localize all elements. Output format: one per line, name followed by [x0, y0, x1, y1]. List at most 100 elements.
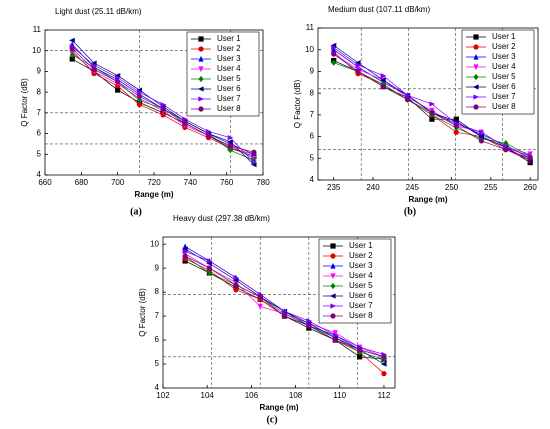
y-tick-label: 9 [155, 263, 160, 272]
legend-label: User 4 [217, 64, 241, 73]
x-tick-label: 108 [289, 391, 303, 400]
legend-box [318, 238, 392, 324]
y-tick-label: 10 [305, 45, 314, 54]
marker [331, 59, 337, 66]
legend-label: User 2 [349, 251, 373, 260]
y-tick-label: 11 [306, 23, 315, 32]
y-tick-label: 5 [310, 153, 315, 162]
marker [355, 68, 361, 75]
marker [205, 133, 212, 139]
marker [206, 265, 212, 271]
marker [181, 246, 188, 252]
x-tick-label: 110 [333, 391, 346, 400]
x-tick-label: 112 [378, 391, 391, 400]
marker [182, 120, 188, 126]
legend-label: User 5 [217, 74, 241, 83]
x-tick-label: 240 [366, 183, 380, 192]
marker [478, 129, 485, 135]
marker [233, 282, 239, 288]
marker [233, 275, 240, 281]
marker [331, 46, 337, 53]
legend-label: User 7 [349, 301, 373, 310]
y-tick-label: 9 [310, 67, 315, 76]
plot-frame [162, 236, 396, 389]
chart-title: Heavy dust (297.38 dB/km) [173, 214, 270, 223]
marker [473, 64, 479, 71]
marker [69, 51, 75, 58]
legend-box [186, 31, 260, 117]
marker [330, 282, 336, 290]
legend-label: User 6 [349, 291, 373, 300]
x-tick-label: 235 [327, 183, 341, 192]
marker [473, 53, 479, 60]
marker [453, 123, 459, 129]
marker [306, 323, 312, 329]
y-tick-label: 6 [310, 132, 315, 141]
legend-label: User 3 [217, 54, 241, 63]
marker [473, 94, 480, 100]
marker [332, 332, 339, 338]
y-tick-label: 11 [33, 25, 42, 34]
y-tick-label: 9 [37, 67, 42, 76]
marker [227, 139, 233, 145]
marker [503, 139, 509, 147]
marker [160, 101, 167, 108]
marker [357, 354, 363, 360]
marker [227, 143, 233, 149]
marker [182, 116, 188, 122]
legend-label: User 1 [217, 34, 241, 43]
marker [233, 287, 239, 293]
marker [198, 106, 204, 112]
marker [227, 135, 234, 141]
legend-label: User 8 [349, 311, 373, 320]
y-tick-label: 10 [150, 239, 159, 248]
legend-label: User 5 [349, 281, 373, 290]
marker [257, 303, 263, 310]
marker [380, 84, 386, 90]
legend-box [461, 29, 535, 115]
marker [478, 138, 485, 144]
panel-label: (c) [266, 414, 277, 425]
y-tick-label: 4 [310, 175, 315, 184]
marker [198, 75, 204, 83]
marker [404, 92, 411, 98]
x-axis-label: Range (m) [134, 190, 173, 199]
y-axis-label: Q Factor (dB) [138, 288, 147, 337]
marker [69, 56, 75, 62]
legend-label: User 2 [492, 42, 516, 51]
marker [281, 308, 288, 314]
marker [306, 318, 312, 324]
marker [429, 101, 436, 107]
marker [136, 89, 143, 95]
marker [331, 44, 337, 51]
marker [473, 104, 479, 110]
x-tick-label: 680 [75, 178, 89, 187]
marker [332, 330, 338, 336]
marker [478, 133, 485, 140]
marker [357, 347, 363, 353]
marker [281, 313, 288, 319]
legend-label: User 7 [492, 92, 516, 101]
marker [503, 147, 509, 153]
marker [91, 66, 97, 72]
marker [136, 101, 143, 108]
marker [69, 37, 75, 43]
x-tick-label: 255 [484, 183, 498, 192]
marker [257, 294, 263, 300]
x-tick-label: 780 [256, 178, 270, 187]
marker [355, 62, 362, 68]
marker [380, 361, 387, 367]
marker [473, 73, 479, 81]
legend-label: User 6 [217, 84, 241, 93]
legend-label: User 8 [217, 104, 241, 113]
marker [251, 149, 257, 155]
marker [198, 36, 204, 42]
marker [330, 253, 336, 259]
marker [453, 116, 459, 122]
marker [136, 97, 143, 104]
marker [429, 110, 435, 116]
y-tick-label: 7 [155, 311, 160, 320]
marker [91, 62, 98, 68]
legend-label: User 1 [492, 32, 516, 41]
